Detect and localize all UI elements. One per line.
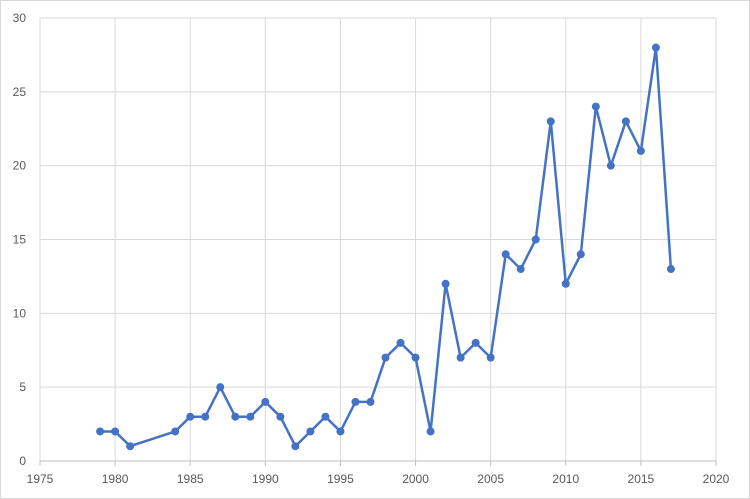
data-point — [321, 412, 330, 421]
data-point — [456, 353, 465, 362]
x-tick-label: 2010 — [552, 472, 579, 486]
x-tick-label: 2005 — [477, 472, 504, 486]
axes — [39, 460, 717, 466]
x-tick-label: 1980 — [102, 472, 129, 486]
y-axis-tick-labels: 0 5 10 15 20 25 30 — [13, 11, 27, 468]
data-point — [231, 412, 240, 421]
data-point — [216, 383, 225, 392]
data-point — [516, 265, 525, 274]
data-point — [366, 397, 375, 406]
data-point — [426, 427, 435, 436]
y-tick-label: 5 — [19, 380, 26, 394]
data-point — [201, 412, 210, 421]
data-point — [396, 338, 405, 347]
series-line — [100, 46, 673, 448]
data-point — [171, 427, 180, 436]
data-series — [96, 43, 675, 451]
y-tick-label: 15 — [13, 233, 27, 247]
data-point — [666, 265, 675, 274]
gridlines — [39, 17, 717, 461]
data-point — [561, 279, 570, 288]
data-point — [291, 442, 300, 451]
data-point — [381, 353, 390, 362]
y-tick-label: 0 — [19, 454, 26, 468]
x-tick-label: 1995 — [327, 472, 354, 486]
data-point — [306, 427, 315, 436]
x-tick-label: 2020 — [703, 472, 730, 486]
data-point — [96, 427, 105, 436]
x-tick-label: 1975 — [27, 472, 54, 486]
x-tick-label: 1990 — [252, 472, 279, 486]
data-point — [621, 117, 630, 126]
x-tick-label: 2000 — [402, 472, 429, 486]
y-tick-label: 30 — [13, 11, 27, 25]
data-point — [531, 235, 540, 244]
data-point — [411, 353, 420, 362]
data-point — [336, 427, 345, 436]
x-tick-label: 2015 — [628, 472, 655, 486]
data-point — [591, 102, 600, 111]
data-point — [606, 161, 615, 170]
data-point — [246, 412, 255, 421]
x-axis-tick-labels: 1975 1980 1985 1990 1995 2000 2005 2010 2015 2020 — [27, 472, 730, 486]
x-tick-label: 1985 — [177, 472, 204, 486]
data-point — [351, 397, 360, 406]
data-point — [486, 353, 495, 362]
data-point — [111, 427, 120, 436]
data-point — [186, 412, 195, 421]
data-point — [441, 279, 450, 288]
y-tick-label: 10 — [13, 306, 27, 320]
y-tick-label: 20 — [13, 159, 27, 173]
data-point — [126, 442, 135, 451]
data-point — [276, 412, 285, 421]
data-point — [546, 117, 555, 126]
data-point — [471, 338, 480, 347]
data-point — [261, 397, 270, 406]
data-point — [636, 146, 645, 155]
y-tick-label: 25 — [13, 85, 27, 99]
data-point — [576, 250, 585, 259]
data-point — [501, 250, 510, 259]
data-point — [651, 43, 660, 52]
